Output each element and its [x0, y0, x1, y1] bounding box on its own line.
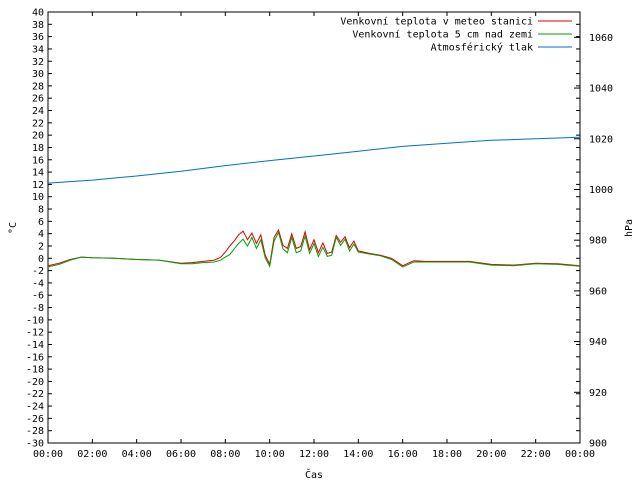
- y-tick-label: 16: [32, 155, 44, 166]
- y-tick-label: -8: [32, 303, 44, 314]
- y2-tick-label: 1020: [589, 134, 613, 145]
- y2-tick-label: 940: [589, 337, 607, 348]
- y-tick-label: 22: [32, 118, 44, 129]
- y-tick-label: -28: [26, 426, 44, 437]
- y-tick-label: -6: [32, 291, 44, 302]
- y-axis-label: °C: [8, 222, 19, 234]
- y-tick-label: 2: [38, 241, 44, 252]
- x-tick-label: 20:00: [476, 449, 506, 460]
- y-tick-label: -4: [32, 278, 44, 289]
- y-tick-label: 14: [32, 168, 44, 179]
- y-tick-label: 30: [32, 69, 44, 80]
- y-tick-label: -14: [26, 340, 44, 351]
- x-axis-ticks: 00:00 02:00 04:00 06:00 08:00 10:00 12:00 14:00…: [33, 12, 595, 460]
- x-tick-label: 08:00: [210, 449, 240, 460]
- y-tick-label: -10: [26, 315, 44, 326]
- series-line-1: [47, 228, 581, 267]
- y2-tick-label: 920: [589, 388, 607, 399]
- x-axis-label: Čas: [305, 468, 323, 480]
- series-line-2: [47, 231, 581, 268]
- x-tick-label: 14:00: [343, 449, 373, 460]
- y-tick-label: -2: [32, 266, 44, 277]
- y2-tick-label: 1060: [589, 33, 613, 44]
- plot-frame-layer: [47, 11, 581, 444]
- y-tick-label: 10: [32, 192, 44, 203]
- y-tick-label: -20: [26, 377, 44, 388]
- y-tick-label: 26: [32, 94, 44, 105]
- x-tick-label: 06:00: [166, 449, 196, 460]
- y-tick-label: 4: [38, 229, 44, 240]
- y-tick-label: -18: [26, 365, 44, 376]
- x-tick-label: 18:00: [432, 449, 462, 460]
- plot-border: [47, 11, 581, 444]
- y-tick-label: 18: [32, 143, 44, 154]
- y-tick-label: 20: [32, 131, 44, 142]
- y2-tick-label: 900: [589, 439, 607, 450]
- y-tick-label: 34: [32, 44, 44, 55]
- legend-label: Venkovní teplota 5 cm nad zemí: [352, 29, 533, 41]
- y-tick-label: 8: [38, 205, 44, 216]
- y-tick-label: 38: [32, 20, 44, 31]
- y-tick-label: 28: [32, 81, 44, 92]
- y-tick-label: 0: [38, 254, 44, 265]
- y-tick-label: -26: [26, 414, 44, 425]
- series-line-3: [47, 136, 581, 184]
- x-tick-label: 16:00: [388, 449, 418, 460]
- y-tick-label: 32: [32, 57, 44, 68]
- x-tick-label: 00:00: [565, 449, 595, 460]
- x-tick-label: 10:00: [255, 449, 285, 460]
- y-tick-label: -22: [26, 389, 44, 400]
- y2-tick-label: 980: [589, 236, 607, 247]
- x-tick-label: 04:00: [122, 449, 152, 460]
- y-tick-label: -30: [26, 439, 44, 450]
- y-tick-label: 24: [32, 106, 44, 117]
- y-tick-label: 6: [38, 217, 44, 228]
- series-lines: [47, 136, 581, 268]
- y2-tick-label: 1040: [589, 84, 613, 95]
- y2-tick-label: 960: [589, 286, 607, 297]
- y2-axis-label: hPa: [624, 219, 635, 237]
- x-tick-label: 02:00: [77, 449, 107, 460]
- y-tick-label: 12: [32, 180, 44, 191]
- y2-tick-label: 1000: [589, 185, 613, 196]
- x-tick-label: 22:00: [521, 449, 551, 460]
- y-tick-label: 40: [32, 8, 44, 19]
- legend-label: Venkovní teplota v meteo stanici: [340, 16, 533, 28]
- legend-label: Atmosférický tlak: [431, 42, 533, 54]
- y-tick-label: -12: [26, 328, 44, 339]
- x-tick-label: 00:00: [33, 449, 63, 460]
- legend: Venkovní teplota v meteo staniciVenkovní…: [340, 16, 572, 54]
- x-tick-label: 12:00: [299, 449, 329, 460]
- y-tick-label: -16: [26, 352, 44, 363]
- y2-axis-ticks: 1060 1040 1020 1000 980 960 940 920 900: [574, 33, 613, 450]
- y-axis-ticks: 4038363432302826242220181614121086420-2-…: [26, 8, 580, 450]
- y-tick-label: 36: [32, 32, 44, 43]
- y-tick-label: -24: [26, 402, 44, 413]
